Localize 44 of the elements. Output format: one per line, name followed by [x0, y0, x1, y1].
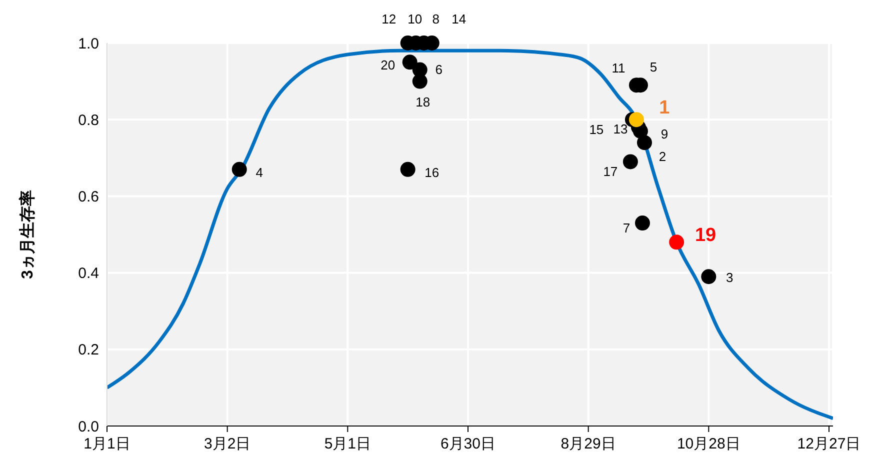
x-tick-label: 8月29日 [560, 436, 616, 453]
annotation: 5 [650, 60, 658, 75]
point [669, 234, 684, 250]
x-tick-label: 3月2日 [204, 436, 251, 453]
annotation: 12 [382, 11, 396, 26]
x-tick-label: 12月27日 [797, 436, 861, 453]
annotation: 15 [589, 122, 604, 138]
annotation: 13 [613, 122, 628, 137]
annotation: 2 [658, 149, 666, 164]
annotation: 20 [380, 58, 396, 73]
x-tick-label: 1月1日 [84, 436, 130, 453]
y-tick-label: 1.0 [78, 35, 99, 52]
annotation: 6 [435, 62, 442, 78]
annotation: 14 [452, 11, 466, 26]
annotation: 8 [432, 11, 440, 26]
y-axis-title: 3ヵ月生存率 [18, 190, 37, 279]
x-tick-label: 6月30日 [440, 436, 496, 453]
point [634, 216, 650, 231]
point [628, 112, 644, 128]
annotation: 7 [622, 220, 630, 236]
point [400, 162, 416, 177]
annotation: 1 [659, 98, 670, 119]
x-tick-label: 5月1日 [324, 436, 372, 453]
annotation: 17 [603, 164, 618, 180]
y-tick-label: 0.0 [78, 418, 99, 436]
annotation: 16 [424, 164, 440, 180]
point [412, 74, 428, 89]
annotation: 18 [416, 94, 430, 110]
point [232, 162, 247, 177]
annotation: 19 [695, 225, 716, 246]
x-tick-label: 10月28日 [676, 436, 740, 453]
point [622, 154, 638, 170]
annotation: 3 [726, 270, 734, 286]
annotation: 9 [660, 126, 668, 142]
annotation: 10 [408, 11, 422, 26]
point [701, 269, 716, 284]
y-tick-label: 0.4 [78, 265, 99, 282]
annotation: 11 [612, 60, 626, 76]
point [402, 54, 418, 70]
y-tick-label: 0.2 [78, 342, 99, 359]
y-tick-label: 0.8 [78, 112, 99, 129]
point [636, 135, 652, 150]
annotation: 4 [256, 164, 263, 180]
y-tick-label: 0.6 [78, 188, 99, 206]
